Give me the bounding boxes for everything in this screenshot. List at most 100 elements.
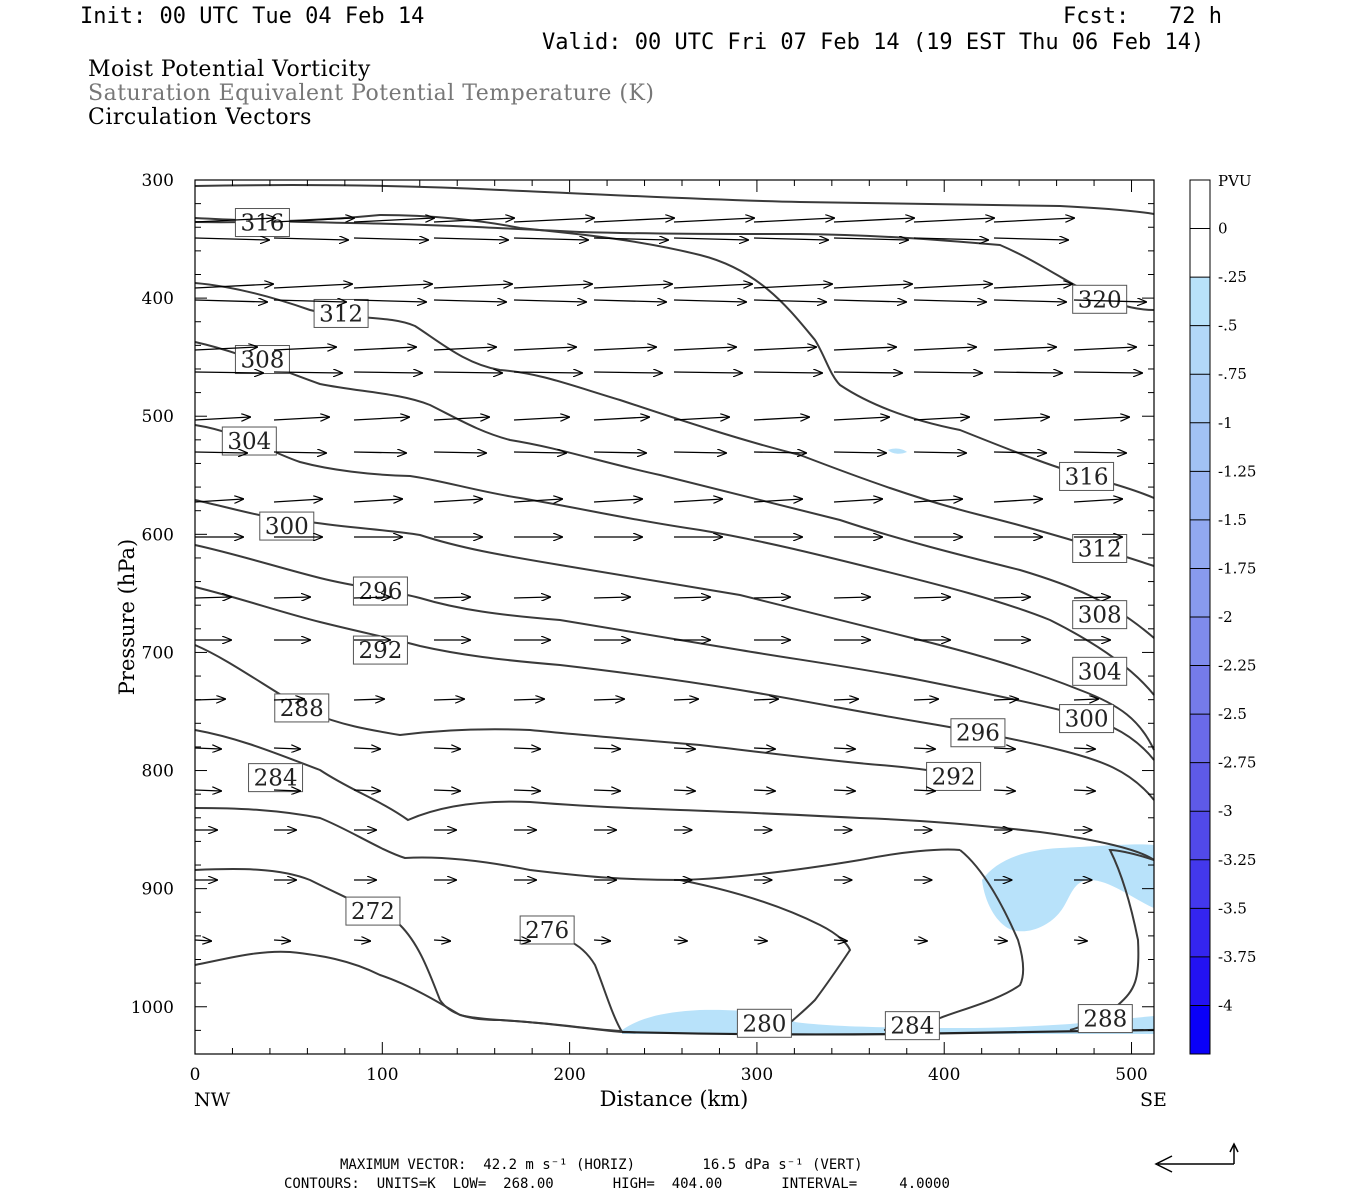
forecast-hour: Fcst: 72 h — [1063, 4, 1222, 29]
contour-label: 312 — [1072, 533, 1128, 563]
vector-arrow — [753, 748, 775, 749]
vector-arrow — [993, 300, 1066, 302]
vector-arrow — [833, 452, 886, 453]
contour-label-text: 316 — [240, 211, 284, 237]
colorbar-bin — [1190, 714, 1210, 764]
vector-arrow — [913, 300, 986, 302]
vector-arrow — [593, 499, 642, 502]
y-axis-label: Pressure (hPa) — [115, 539, 139, 695]
vector-arrow — [353, 284, 432, 289]
vector-arrow — [833, 940, 847, 941]
vector-arrow — [194, 597, 231, 598]
vector-arrow — [513, 218, 594, 223]
colorbar-bin — [1190, 180, 1210, 230]
x-end-label-nw: NW — [194, 1089, 231, 1111]
colorbar-unit: PVU — [1218, 172, 1252, 190]
axis-tick-labels: 0 100 200 300 400 500 300 400 500 600 700 800 900 100… — [131, 171, 1148, 1085]
colorbar-label: -2.75 — [1218, 754, 1256, 772]
vector-arrow — [353, 940, 370, 941]
mpv-shade-region-small — [888, 448, 907, 454]
vector-arrow — [1073, 452, 1126, 453]
vector-arrow — [913, 372, 982, 373]
contour-label-text: 300 — [265, 514, 309, 540]
contour-label: 296 — [950, 718, 1006, 748]
vector-arrow — [1073, 699, 1098, 700]
colorbar-label: -3 — [1218, 802, 1233, 820]
colorbar-bin — [1190, 665, 1210, 715]
vector-arrow — [194, 748, 221, 749]
contour-label-text: 292 — [358, 638, 402, 664]
y-tick-label: 700 — [142, 643, 174, 663]
colorbar-label: -2.5 — [1218, 705, 1247, 723]
vector-arrow — [273, 218, 354, 223]
vector-arrow — [753, 417, 809, 420]
vector-arrow — [833, 597, 870, 598]
vector-arrow — [993, 218, 1074, 223]
vector-arrow — [273, 238, 348, 240]
vector-arrow — [993, 417, 1049, 420]
y-tick-label: 600 — [142, 525, 174, 545]
vector-arrow — [593, 347, 656, 350]
contour-label: 288 — [274, 693, 330, 723]
vector-arrow — [833, 284, 912, 289]
contour-label: 312 — [313, 298, 369, 328]
colorbar-label: -1.5 — [1218, 511, 1247, 529]
contour-line — [194, 950, 623, 1032]
contour-label: 280 — [736, 1008, 792, 1038]
colorbar-label: -1.25 — [1218, 462, 1256, 480]
title-theta-es: Saturation Equivalent Potential Temperat… — [88, 81, 655, 106]
vector-arrow — [194, 417, 250, 420]
vector-arrow — [273, 699, 304, 700]
vector-arrow — [353, 238, 428, 240]
contour-label: 284 — [248, 763, 304, 793]
vector-arrow — [1073, 790, 1095, 791]
vector-arrow — [993, 699, 1018, 700]
contour-line — [194, 184, 1155, 215]
contour-label-text: 288 — [1083, 1007, 1127, 1033]
contour-label-text: 272 — [351, 899, 395, 925]
contour-label: 300 — [1059, 704, 1115, 734]
colorbar-label: -.5 — [1218, 317, 1237, 335]
vector-arrow — [673, 284, 752, 289]
contour-label-text: 312 — [1078, 536, 1122, 562]
vector-arrow — [593, 417, 649, 420]
vector-arrow — [353, 347, 416, 350]
vector-arrow — [353, 748, 380, 749]
vector-arrow — [993, 238, 1068, 240]
vector-arrow — [753, 790, 775, 791]
x-tick-label: 100 — [366, 1065, 398, 1085]
vector-arrow — [194, 347, 257, 350]
vector-arrow — [673, 790, 695, 791]
vector-arrow — [673, 347, 736, 350]
vector-arrow — [673, 372, 742, 373]
vector-arrow — [833, 748, 855, 749]
contour-label-text: 296 — [358, 579, 402, 605]
vector-arrow — [194, 790, 221, 791]
vector-arrow — [353, 499, 402, 502]
vector-arrow — [993, 452, 1046, 453]
x-tick-label: 500 — [1115, 1065, 1147, 1085]
contour-label-text: 312 — [319, 301, 363, 327]
vector-arrow — [273, 597, 310, 598]
colorbar-label: -3.25 — [1218, 851, 1256, 869]
vector-arrow — [433, 940, 450, 941]
contour-labels: 316 312 308 304 300 296 292 288 284 272 276 280 284 2… — [221, 208, 1133, 1041]
contour-label-text: 280 — [742, 1011, 786, 1037]
x-tick-label: 400 — [928, 1065, 960, 1085]
vector-arrow — [353, 300, 426, 302]
vector-arrow — [513, 699, 544, 700]
vector-arrow — [833, 218, 914, 223]
colorbar-bin — [1190, 374, 1210, 424]
vector-arrow — [433, 499, 482, 502]
vector-arrow — [993, 347, 1056, 350]
vector-arrow — [194, 452, 247, 453]
vector-arrow — [1073, 300, 1146, 302]
contour-label-text: 308 — [1078, 603, 1122, 629]
vector-arrow — [673, 238, 748, 240]
vector-arrow — [1073, 748, 1095, 749]
vector-arrow — [433, 284, 512, 289]
vector-arrow — [913, 417, 969, 420]
vector-arrow — [194, 300, 267, 302]
vector-arrow — [913, 940, 927, 941]
contour-label-text: 284 — [890, 1014, 934, 1040]
